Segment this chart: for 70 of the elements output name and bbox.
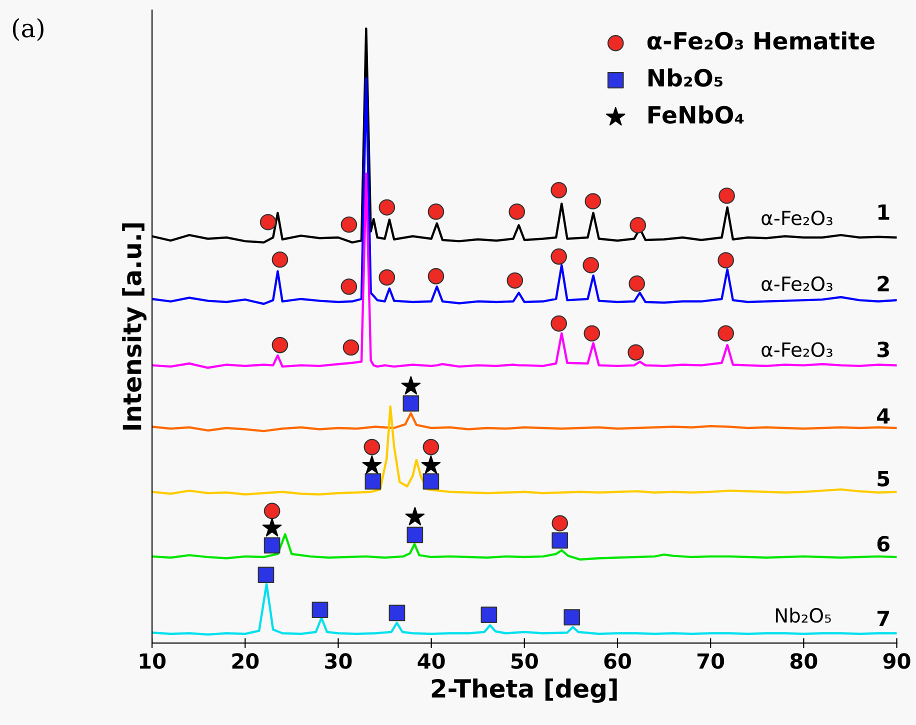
point <box>312 602 328 618</box>
point <box>422 438 440 456</box>
point <box>630 217 646 234</box>
point <box>264 502 280 520</box>
x-tick-label: 20 <box>232 653 259 669</box>
point <box>378 269 396 286</box>
point <box>258 566 274 584</box>
annotation: α-Fe₂O₃ <box>762 276 832 292</box>
x-tick-label: 80 <box>790 653 818 669</box>
x-tick-label: 90 <box>883 653 910 669</box>
annotation: 4 <box>877 408 890 424</box>
point <box>272 251 288 268</box>
annotation: Nb₂O₅ <box>776 608 831 623</box>
point <box>552 532 568 549</box>
point <box>628 275 646 292</box>
point <box>584 325 600 342</box>
point <box>340 278 358 295</box>
point <box>364 438 380 456</box>
point <box>422 473 440 490</box>
x-tick-label: 50 <box>512 653 538 669</box>
point <box>272 336 288 354</box>
point <box>378 199 396 216</box>
annotation: 7 <box>878 610 889 626</box>
point <box>260 214 276 230</box>
point <box>401 376 421 395</box>
x-tick-label: 40 <box>418 653 445 669</box>
point <box>550 248 568 265</box>
point <box>428 204 444 220</box>
text: (a) <box>12 18 44 42</box>
annotation: α-Fe₂O₃ <box>762 342 832 357</box>
x-tick-label: 70 <box>697 653 724 669</box>
x-tick-label: 30 <box>325 653 352 669</box>
point <box>406 526 424 544</box>
annotation: 2 <box>878 276 889 292</box>
point <box>402 395 420 412</box>
point <box>582 257 600 274</box>
point <box>428 268 444 284</box>
point <box>480 606 498 623</box>
x-tick-label: 60 <box>604 653 631 669</box>
point <box>264 537 280 554</box>
legend-label: Nb₂O₅ <box>648 68 722 87</box>
point <box>388 604 406 622</box>
point <box>550 182 568 198</box>
point <box>342 339 360 356</box>
point <box>552 515 568 532</box>
legend-label: FeNbO₄ <box>648 105 744 124</box>
y-axis-title: Intensity [a.u.] <box>122 223 146 430</box>
point <box>506 272 524 289</box>
point <box>405 506 425 526</box>
point <box>550 315 568 332</box>
annotation: 6 <box>877 536 890 552</box>
legend-label: α-Fe₂O₃ Hematite <box>647 31 874 50</box>
x-tick-label: 10 <box>140 653 166 669</box>
point <box>262 518 282 536</box>
point <box>340 216 358 233</box>
annotation: 1 <box>878 204 890 220</box>
point <box>718 188 735 204</box>
point <box>362 455 382 474</box>
annotation: 3 <box>878 342 889 358</box>
x-axis-title: 2-Theta [deg] <box>432 678 617 703</box>
point <box>364 473 382 490</box>
point <box>628 344 644 361</box>
annotation: 5 <box>878 470 890 486</box>
point <box>564 609 580 626</box>
annotation: α-Fe₂O₃ <box>762 210 832 226</box>
point <box>508 204 526 220</box>
point <box>718 252 734 268</box>
point <box>718 325 734 342</box>
point <box>421 455 441 474</box>
point <box>584 193 602 210</box>
